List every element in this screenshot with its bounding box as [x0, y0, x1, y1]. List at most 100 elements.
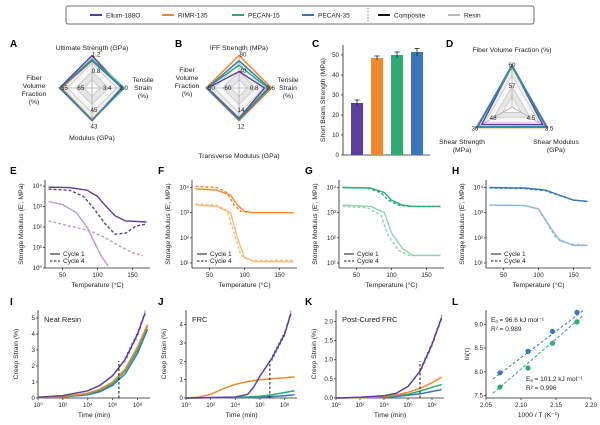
y-tick-label: 10¹ [180, 260, 189, 267]
x-tick-label: 10² [206, 402, 215, 409]
x-tick-label: 100 [239, 272, 250, 279]
radar-axis-label: Shear Strength [439, 139, 485, 146]
panel-letter-C: C [312, 39, 319, 50]
x-tick-label: 2.15 [550, 402, 563, 409]
x-tick-label: 2.05 [480, 402, 493, 409]
radar-axis-label: (%) [29, 99, 40, 106]
series-line-RIMR-135 [185, 376, 295, 399]
radar-tick-label: 1.2 [92, 51, 101, 58]
y-tick-label: 1.0 [324, 357, 333, 364]
y-tick-label: 0.5 [324, 376, 333, 383]
radar-series-Elium-188O [480, 64, 544, 126]
cycle-legend-label: Cycle 1 [504, 251, 526, 258]
legend-box [65, 5, 535, 25]
radar-tick-label: 3.4 [103, 85, 112, 92]
panel-letter-F: F [158, 166, 164, 177]
radar-tick-label: 0.8 [92, 68, 101, 75]
data-point-PECAN-15 [525, 365, 531, 371]
y-tick-label: 20 [332, 112, 339, 119]
x-tick-label: 10⁰ [181, 402, 191, 409]
radar-axis-label: Tensile [277, 77, 298, 84]
y-axis-label: Creep Strain (%) [161, 329, 168, 380]
y-tick-label: 9.0 [474, 321, 483, 328]
series-line-PECAN-15 [37, 325, 149, 399]
cycle-legend-label: Cycle 4 [504, 258, 526, 265]
x-tick-label: 10⁴ [379, 402, 389, 409]
bar-RIMR-135 [371, 58, 383, 155]
y-axis-label: Short Beam Strength (MPa) [320, 58, 327, 142]
y-tick-label: 1.5 [324, 338, 333, 345]
panel-letter-K: K [305, 297, 313, 308]
y-tick-label: 10⁴ [473, 185, 483, 192]
y-tick-label: 7.5 [474, 393, 483, 400]
x-axis-label: Time (min) [78, 412, 110, 419]
radar-axis-label: Tensile [132, 77, 153, 84]
line-chart-K: 10⁰ 10² 10⁴ 10⁶ 10⁸ 0.0 0.5 1.0 1.5 2.0 Post-Cured… [311, 310, 444, 419]
y-tick-label: 50 [332, 52, 339, 59]
data-point-PECAN-35 [497, 370, 503, 376]
y-tick-label: 0 [336, 152, 340, 159]
radar-series-PECAN-35 [58, 59, 124, 122]
panel-title: Neat Resin [44, 315, 81, 324]
panel-letter-D: D [446, 39, 453, 50]
legend-label-0: Elium-188O [106, 13, 140, 20]
x-tick-label: 150 [421, 272, 432, 279]
y-tick-label: 1 [32, 379, 36, 386]
radar-tick-label: 3.5 [545, 125, 554, 132]
radar-axis-label: (%) [283, 93, 294, 100]
series-line-Composite-Cycle-4 [48, 188, 147, 235]
activation-energy-label: Eₐ = 101.2 kJ mol⁻¹ [526, 376, 583, 383]
series-line-Resin-Cycle-1 [489, 204, 588, 247]
y-tick-label: 10 [332, 132, 339, 139]
radar-tick-label: 50 [208, 85, 215, 92]
legend-label-5: Resin [464, 13, 481, 20]
r-squared-label: R² = 0.996 [526, 385, 557, 392]
data-point-PECAN-15 [497, 384, 503, 390]
radar-tick-label: 43 [91, 124, 98, 131]
x-tick-label: 10² [58, 402, 67, 409]
legend-label-2: PECAN-15 [248, 13, 280, 20]
x-tick-label: 50 [353, 272, 360, 279]
series-line-Composite-Cycle-4 [195, 185, 294, 214]
x-tick-label: 50 [500, 272, 507, 279]
radar-axis-label: (%) [138, 93, 149, 100]
bar-PECAN-15 [391, 55, 403, 155]
series-line-Resin-Cycle-1 [342, 204, 441, 257]
y-tick-label: 10³ [327, 210, 336, 217]
x-tick-label: 150 [274, 272, 285, 279]
panel-title: FRC [192, 315, 208, 324]
radar-tick-label: 80 [240, 51, 247, 58]
radar-series-PECAN-35 [206, 59, 271, 121]
radar-tick-label: 4.5 [527, 115, 536, 122]
series-line-Resin-Cycle-1 [195, 204, 294, 263]
fit-line-PECAN-15 [492, 314, 585, 394]
y-tick-label: 3 [180, 340, 184, 347]
series-line-RIMR-135 [37, 324, 149, 399]
y-tick-label: 0.0 [324, 395, 333, 402]
y-tick-label: 10² [327, 235, 336, 242]
legend-label-1: RIMR-135 [178, 13, 208, 20]
y-tick-label: 10³ [180, 210, 189, 217]
radar-tick-label: 48 [490, 115, 497, 122]
x-axis-label: Temperature (°C) [218, 281, 270, 289]
radar-axis-label: Fiber [179, 67, 195, 74]
x-tick-label: 10² [356, 402, 365, 409]
cycle-legend-label: Cycle 1 [357, 251, 379, 258]
radar-axis-label: Fiber Volume Fraction (%) [473, 47, 552, 54]
radar-axis-label: Modulus (GPa) [69, 135, 115, 142]
radar-axis-label: Volume [23, 83, 46, 90]
radar-axis-label: Fraction [175, 83, 200, 90]
panel-letter-H: H [452, 166, 459, 177]
y-tick-label: 10⁴ [179, 185, 189, 192]
cycle-legend-label: Cycle 1 [210, 251, 232, 258]
y-tick-label: 10¹ [327, 260, 336, 267]
radar-axis-label: Strain [279, 85, 297, 92]
radar-tick-label: 45 [91, 107, 98, 114]
radar-axis-label: (%) [182, 91, 193, 98]
data-point-PECAN-15 [549, 340, 556, 346]
radar-tick-label: 60 [224, 85, 231, 92]
data-point-PECAN-35 [549, 328, 556, 335]
